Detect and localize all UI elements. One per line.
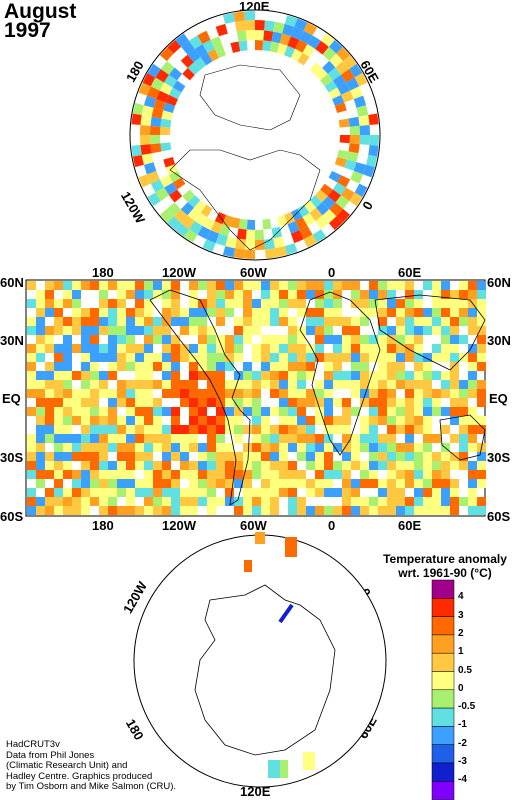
global-map-cells	[27, 281, 486, 515]
north-polar-map	[129, 9, 381, 261]
title-year: 1997	[4, 19, 51, 42]
legend-swatch	[431, 616, 455, 636]
south-polar-map	[133, 532, 387, 788]
y-tick-right-60n: 60N	[487, 275, 511, 290]
credit-line-3: (Climatic Research Unit) and	[6, 760, 128, 771]
x-tick-top-60e: 60E	[398, 265, 422, 280]
legend-swatch	[431, 634, 455, 654]
credit-line-5: by Tim Osborn and Mike Salmon (CRU).	[6, 781, 176, 792]
north-polar-coastline	[169, 149, 321, 251]
legend-title: Temperature anomaly wrt. 1961-90 (°C)	[378, 552, 512, 580]
x-tick-bottom-60w: 60W	[240, 518, 267, 533]
legend-tick-label: -4	[458, 774, 467, 786]
legend-tick-label: -0.5	[458, 701, 476, 713]
legend-swatch	[431, 762, 455, 782]
legend-tick-label: -3	[458, 756, 467, 767]
x-tick-bottom-120w: 120W	[162, 518, 196, 533]
legend-swatch	[431, 744, 455, 764]
legend-tick-label: 3	[458, 609, 464, 621]
y-tick-left-60s: 60S	[0, 509, 24, 524]
map-title: August 1997	[4, 0, 77, 42]
north-polar-cells	[131, 11, 379, 259]
x-tick-top-60w: 60W	[240, 265, 267, 280]
north-polar-arctic-ocean	[199, 64, 301, 131]
legend-swatch	[431, 652, 455, 672]
south-polar-cells	[244, 532, 315, 778]
y-tick-right-30s: 30S	[487, 450, 511, 465]
legend-swatch	[431, 726, 455, 745]
x-tick-bottom-0: 0	[328, 518, 336, 533]
asia-coastline	[374, 294, 486, 371]
legend-swatch	[431, 598, 455, 617]
legend-swatch	[431, 689, 455, 709]
legend-swatch	[431, 579, 455, 599]
legend-tick-label: 0	[458, 682, 464, 694]
legend-title-line2: wrt. 1961-90 (°C)	[398, 566, 492, 580]
x-tick-bottom-180: 180	[92, 518, 114, 533]
antarctica-coastline	[194, 584, 336, 756]
legend-tick-label: 1	[458, 646, 464, 658]
credit-line-4: Hadley Centre. Graphics produced	[6, 770, 153, 782]
x-tick-bottom-60e: 60E	[398, 518, 422, 533]
legend-tick-label: 2	[458, 627, 464, 639]
legend-swatch	[431, 781, 455, 800]
x-tick-top-0: 0	[328, 265, 336, 280]
legend-tick-label: -2	[458, 737, 467, 749]
y-tick-left-eq: EQ	[2, 391, 21, 406]
title-month: August	[4, 0, 77, 23]
legend-swatch	[431, 671, 455, 691]
global-map	[25, 279, 486, 517]
credit-line-1: HadCRUT3v	[6, 739, 60, 750]
x-tick-top-180: 180	[92, 265, 114, 280]
legend-tick-label: 0.5	[458, 664, 472, 676]
credit-text: HadCRUT3v Data from Phil Jones (Climatic…	[6, 739, 236, 793]
legend-tick-label: 4	[458, 591, 464, 603]
australia-coastline	[439, 414, 486, 461]
y-tick-right-30n: 30N	[487, 333, 511, 348]
y-tick-right-eq: EQ	[489, 391, 508, 406]
legend-swatch	[431, 707, 455, 727]
americas-coastline	[149, 289, 251, 506]
y-tick-left-30n: 30N	[0, 333, 24, 348]
south-label-120e: 120E	[240, 784, 271, 799]
y-tick-left-30s: 30S	[0, 450, 24, 465]
credit-line-2: Data from Phil Jones	[6, 749, 95, 761]
y-tick-right-60s: 60S	[487, 509, 511, 524]
africa-europe-coastline	[299, 291, 381, 456]
legend-colorbar	[431, 579, 455, 800]
y-tick-left-60n: 60N	[0, 275, 24, 290]
legend-title-line1: Temperature anomaly	[383, 552, 507, 566]
legend-tick-label: -1	[458, 719, 467, 731]
x-tick-top-120w: 120W	[162, 265, 196, 280]
